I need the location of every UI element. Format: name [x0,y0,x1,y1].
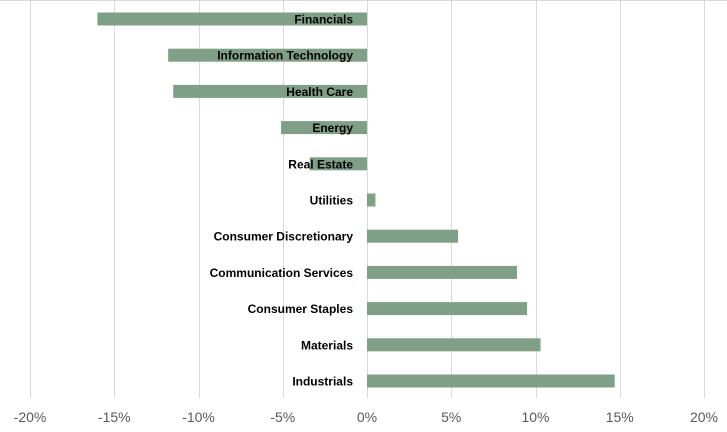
x-tick-label: 0% [357,409,377,425]
x-axis-ticks: -20% -15% -10% -5% 0% 5% 10% 15% 20% [14,409,718,425]
bar-materials [367,338,541,352]
bar-information-technology [168,48,367,62]
category-label-industrials: Industrials [292,375,353,389]
bar-utilities [367,193,376,207]
bar-real-estate [309,157,367,171]
category-label-real-estate: Real Estate [288,157,353,171]
x-tick-label: 15% [606,409,634,425]
bar-consumer-discretionary [367,229,458,243]
category-label-financials: Financials [294,13,353,27]
x-tick-label: 10% [521,409,549,425]
category-label-energy: Energy [312,121,353,135]
category-label-materials: Materials [301,338,353,352]
category-label-communication-services: Communication Services [210,266,354,280]
bars [97,12,615,388]
category-label-information-technology: Information Technology [217,49,353,63]
category-labels: Financials Information Technology Health C… [210,13,354,389]
x-tick-label: -10% [182,409,215,425]
x-tick-label: 5% [441,409,461,425]
category-label-health-care: Health Care [286,85,353,99]
bar-communication-services [367,265,517,279]
bar-industrials [367,374,615,388]
category-label-consumer-staples: Consumer Staples [248,302,354,316]
x-tick-label: 20% [690,409,718,425]
x-tick-label: -5% [270,409,295,425]
bar-health-care [173,84,367,98]
bar-financials [97,12,368,26]
x-tick-label: -20% [14,409,47,425]
category-label-utilities: Utilities [310,194,354,208]
bar-energy [281,121,367,135]
category-label-consumer-discretionary: Consumer Discretionary [214,230,354,244]
bar-consumer-staples [367,302,528,316]
x-tick-label: -15% [98,409,131,425]
